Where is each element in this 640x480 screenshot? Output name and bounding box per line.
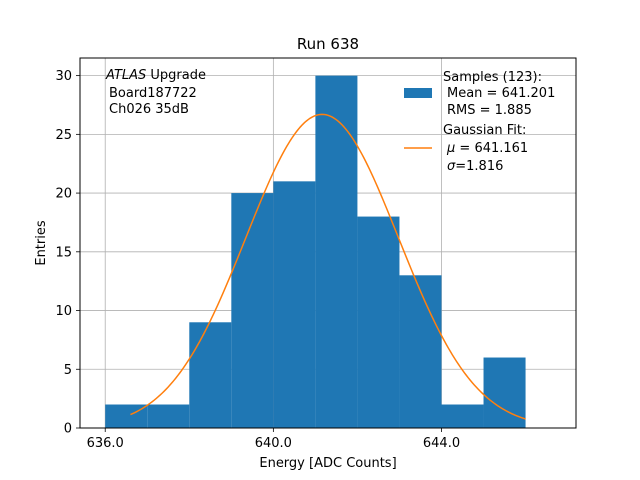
annotation-atlas: ATLAS bbox=[105, 68, 146, 83]
legend-fit-sigma: σ=1.816 bbox=[447, 159, 503, 174]
x-tick-label: 644.0 bbox=[423, 436, 460, 451]
legend: Samples (123): Mean = 641.201 RMS = 1.88… bbox=[404, 70, 555, 174]
histogram-bar bbox=[105, 404, 148, 428]
histogram-bar bbox=[315, 75, 358, 428]
legend-mu-symbol: μ bbox=[446, 141, 455, 156]
legend-mu-value: = 641.161 bbox=[455, 141, 528, 156]
atlas-annotation: ATLAS Upgrade Board187722 Ch026 35dB bbox=[105, 68, 206, 117]
axis-ticks: 636.0 640.0 644.0 0 5 10 15 20 25 30 bbox=[55, 69, 460, 451]
histogram-bar bbox=[231, 193, 274, 428]
legend-fit-mu: μ = 641.161 bbox=[446, 141, 528, 156]
fit-curve-group bbox=[130, 113, 526, 420]
chart-title: Run 638 bbox=[297, 35, 359, 53]
y-tick-label: 25 bbox=[55, 128, 72, 143]
annotation-board: Board187722 bbox=[109, 86, 197, 101]
legend-sigma-value: =1.816 bbox=[455, 159, 503, 174]
histogram-bar bbox=[441, 404, 484, 428]
histogram-bar bbox=[189, 322, 232, 428]
histogram-bar bbox=[357, 216, 400, 428]
histogram-bar bbox=[399, 275, 442, 428]
plot-frame bbox=[79, 57, 577, 429]
y-tick-label: 0 bbox=[64, 422, 72, 437]
x-tick-label: 640.0 bbox=[255, 436, 292, 451]
gaussian-fit-curve bbox=[130, 113, 526, 420]
y-axis-label: Entries bbox=[34, 220, 49, 266]
legend-fit-title: Gaussian Fit: bbox=[443, 123, 526, 138]
annotation-line-1: ATLAS Upgrade bbox=[105, 68, 206, 83]
y-tick-label: 10 bbox=[55, 304, 72, 319]
legend-samples-title: Samples (123): bbox=[443, 70, 542, 85]
x-tick-label: 636.0 bbox=[87, 436, 124, 451]
legend-rms: RMS = 1.885 bbox=[447, 103, 532, 118]
histogram-bar bbox=[273, 181, 316, 428]
legend-histogram-swatch bbox=[404, 88, 432, 98]
y-tick-label: 5 bbox=[64, 363, 72, 378]
legend-sigma-symbol: σ bbox=[447, 159, 456, 174]
y-tick-label: 15 bbox=[55, 245, 72, 260]
x-axis-label: Energy [ADC Counts] bbox=[259, 456, 396, 471]
y-tick-label: 20 bbox=[55, 187, 72, 202]
histogram-bar bbox=[147, 404, 190, 428]
y-tick-label: 30 bbox=[55, 69, 72, 84]
legend-mean: Mean = 641.201 bbox=[447, 86, 555, 101]
annotation-upgrade: Upgrade bbox=[146, 68, 206, 83]
annotation-channel: Ch026 35dB bbox=[109, 102, 189, 117]
